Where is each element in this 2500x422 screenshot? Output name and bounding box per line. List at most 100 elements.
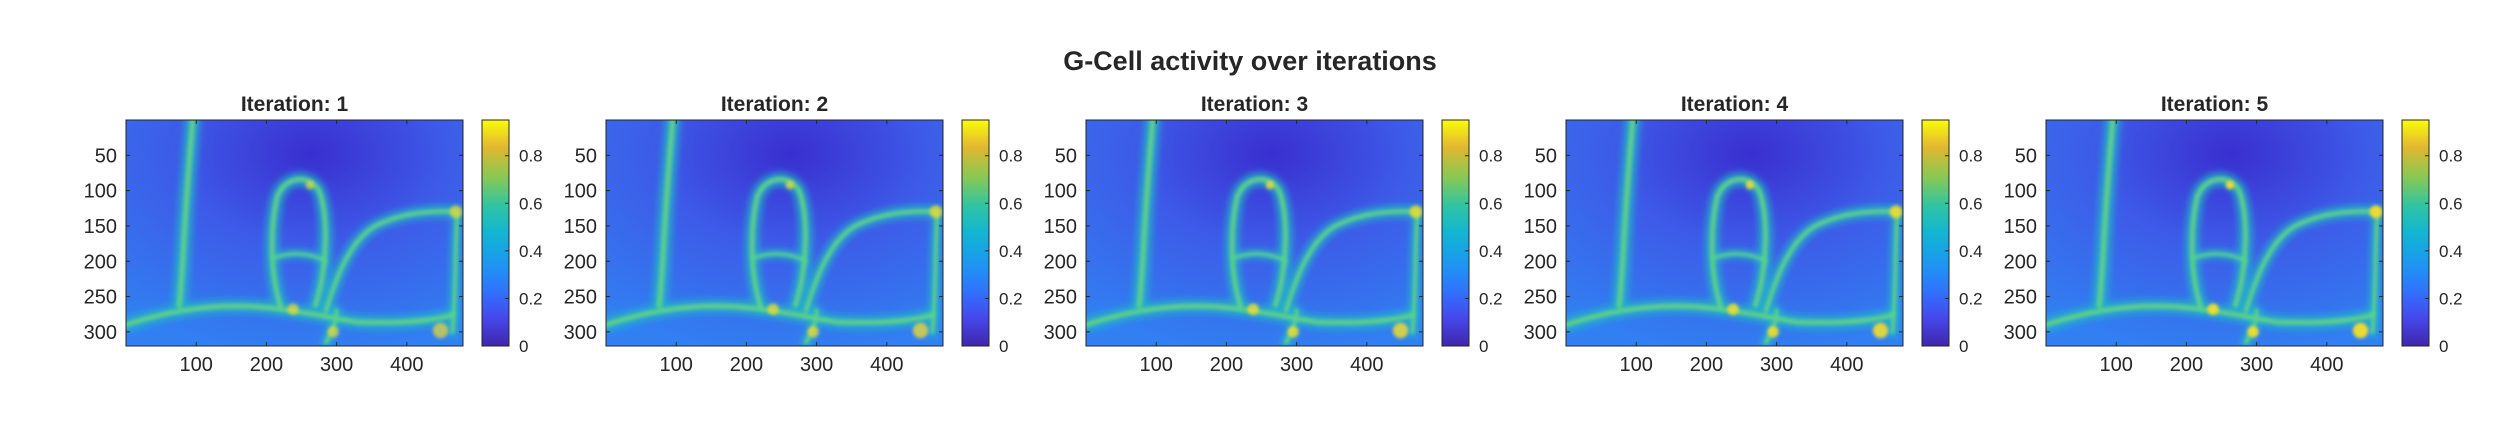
road-core-path: [2193, 252, 2248, 263]
road-core-path: [176, 120, 196, 308]
panel-title: Iteration: 3: [1201, 93, 1308, 116]
colorbar-tick-label: 0.6: [519, 194, 543, 213]
road-core: [2046, 120, 2380, 345]
y-tick-label: 200: [84, 251, 117, 273]
x-tick-label: 300: [800, 354, 833, 376]
road-core: [126, 120, 460, 345]
figure-title: G-Cell activity over iterations: [1063, 46, 1437, 76]
road-core-path: [1616, 120, 1636, 308]
y-tick-label: 50: [95, 145, 117, 167]
road-core-path: [753, 252, 808, 263]
hotspot: [1287, 326, 1299, 338]
x-tick-label: 100: [1620, 354, 1653, 376]
heatmap-image: [606, 120, 943, 346]
hotspot: [1889, 205, 1903, 219]
hotspot: [1247, 303, 1259, 315]
y-tick-label: 200: [1044, 251, 1077, 273]
hotspot: [287, 303, 299, 315]
hotspot: [912, 322, 929, 339]
road-core: [1566, 120, 1900, 345]
heatmap-image: [126, 120, 463, 346]
colorbar-tick-label: 0.6: [1479, 194, 1503, 213]
heatmap-panel: Iteration: 5 100 200 300 400 50 100 150 200 250 30…: [2004, 93, 2463, 376]
colorbar-tick-label: 0: [2439, 337, 2448, 356]
hotspot: [2207, 303, 2219, 315]
x-tick-label: 100: [1140, 354, 1173, 376]
y-tick-label: 200: [1524, 251, 1557, 273]
heatmap-panel: Iteration: 3 100 200 300 400 50 100 150 200 250 30…: [1044, 93, 1503, 376]
colorbar: [481, 119, 510, 347]
y-tick-label: 50: [1535, 145, 1557, 167]
colorbar-tick-label: 0.8: [519, 147, 543, 166]
hotspots: [1247, 180, 1423, 339]
hotspot: [2369, 205, 2383, 219]
x-tick-label: 300: [320, 354, 353, 376]
road-core-path: [1764, 308, 1779, 345]
road-core-path: [450, 209, 460, 334]
hotspot: [2352, 322, 2369, 339]
y-tick-label: 250: [2004, 287, 2037, 309]
hotspot: [785, 180, 795, 190]
x-tick-label: 200: [1210, 354, 1243, 376]
y-tick-label: 250: [564, 287, 597, 309]
panel-title: Iteration: 4: [1681, 93, 1789, 116]
heatmap-image: [1086, 120, 1423, 346]
y-tick-label: 300: [564, 322, 597, 344]
y-tick-label: 300: [2004, 322, 2037, 344]
hotspot: [1409, 205, 1423, 219]
colorbar-tick-label: 0.8: [1959, 147, 1983, 166]
y-tick-label: 250: [1044, 287, 1077, 309]
heatmap-panel: Iteration: 1 100 200 300 400 50 100 150 200 250 30…: [84, 93, 543, 376]
road-core-path: [1890, 209, 1900, 334]
y-tick-label: 100: [2004, 181, 2037, 203]
axes-frame: [1565, 119, 1904, 347]
heatmap-image: [1566, 120, 1903, 346]
colorbar-tick-label: 0.2: [999, 289, 1023, 308]
panel-title: Iteration: 2: [721, 93, 828, 116]
y-tick-label: 150: [1524, 216, 1557, 238]
axes-frame: [605, 119, 944, 347]
road-core-path: [1763, 209, 1900, 313]
road-core-path: [1709, 176, 1768, 309]
colorbar-tick-label: 0.4: [519, 242, 543, 261]
road-core-path: [323, 209, 460, 313]
x-tick-label: 200: [730, 354, 763, 376]
hotspot: [432, 322, 449, 339]
colorbar-tick-label: 0: [1479, 337, 1488, 356]
colorbar: [961, 119, 990, 347]
heatmap-panel: Iteration: 4 100 200 300 400 50 100 150 200 250 30…: [1524, 93, 1983, 376]
y-tick-label: 200: [2004, 251, 2037, 273]
y-tick-label: 50: [2015, 145, 2037, 167]
y-tick-label: 50: [575, 145, 597, 167]
hotspots: [1727, 180, 1903, 339]
road-core-path: [749, 176, 808, 309]
road-core: [1086, 120, 1420, 345]
hotspots: [2207, 180, 2383, 339]
y-tick-label: 150: [84, 216, 117, 238]
x-tick-label: 400: [390, 354, 423, 376]
road-core-path: [1713, 252, 1768, 263]
y-tick-label: 100: [84, 181, 117, 203]
hotspot: [327, 326, 339, 338]
y-tick-label: 100: [564, 181, 597, 203]
hotspot: [1767, 326, 1779, 338]
colorbar-tick-label: 0.8: [1479, 147, 1503, 166]
hotspot: [2247, 326, 2259, 338]
road-core-path: [2244, 308, 2259, 345]
road-core-path: [2243, 209, 2380, 313]
road-core-path: [273, 252, 328, 263]
x-tick-label: 200: [1690, 354, 1723, 376]
road-core-path: [126, 303, 455, 328]
x-tick-label: 400: [1350, 354, 1383, 376]
colorbar-tick-label: 0: [1959, 337, 1968, 356]
road-core-path: [606, 303, 935, 328]
y-tick-label: 150: [2004, 216, 2037, 238]
road-core-path: [2096, 120, 2116, 308]
y-tick-label: 100: [1524, 181, 1557, 203]
colorbar: [1441, 119, 1470, 347]
hotspot: [305, 180, 315, 190]
hotspot: [1727, 303, 1739, 315]
hotspot: [807, 326, 819, 338]
axes-frame: [1085, 119, 1424, 347]
road-core-path: [1233, 252, 1288, 263]
